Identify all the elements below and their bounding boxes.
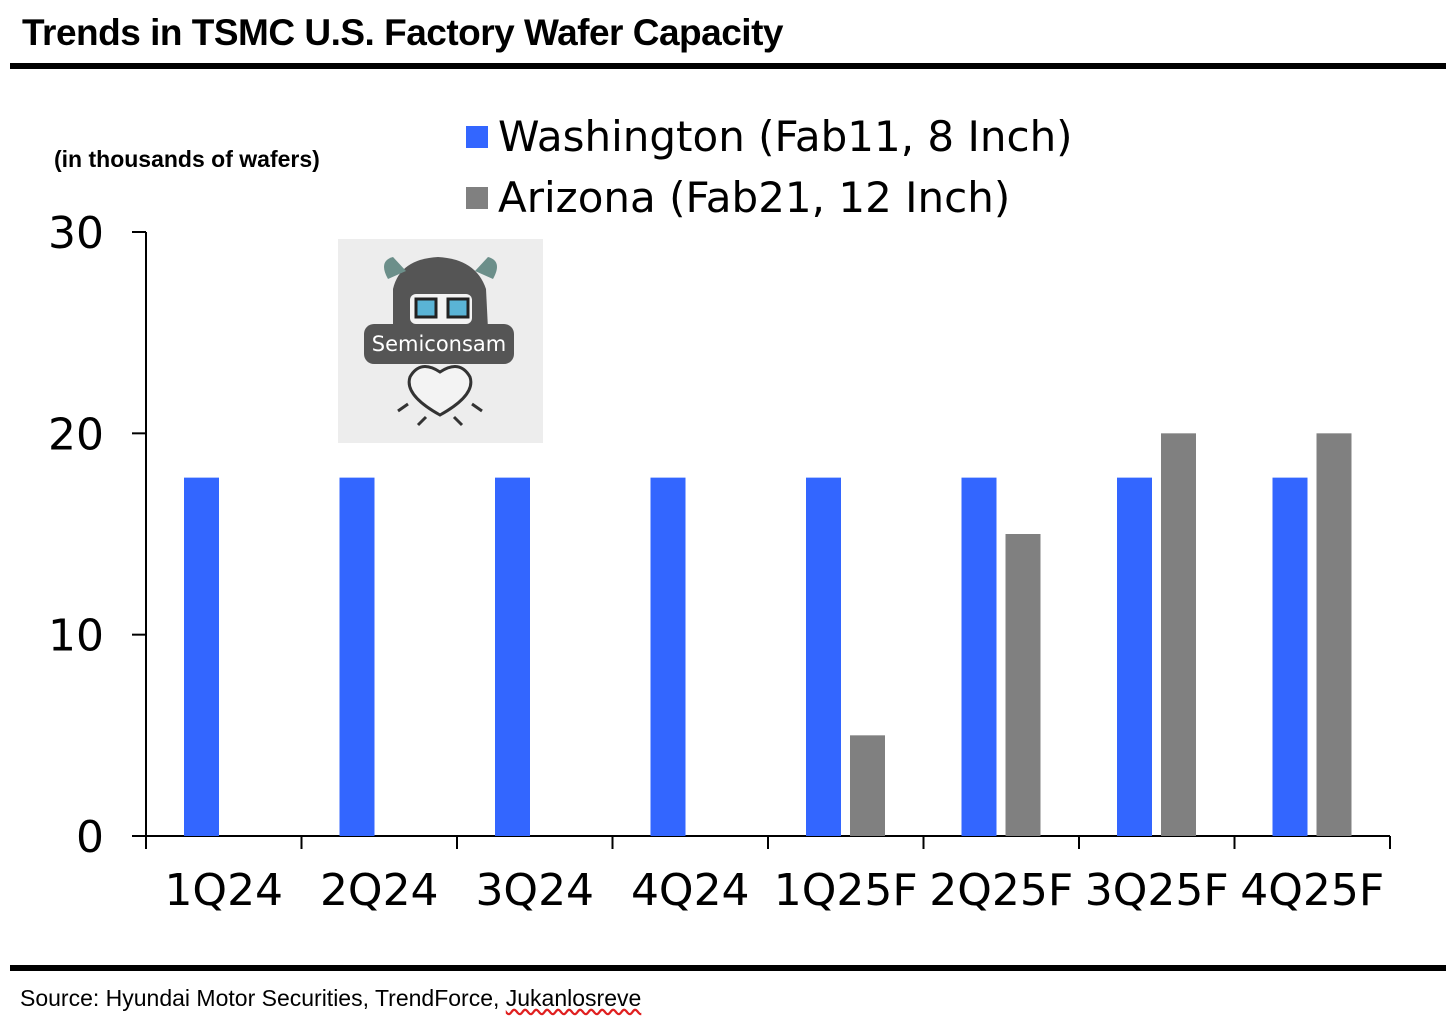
- y-tick-label: 20: [48, 409, 104, 460]
- x-tick-label: 2Q24: [320, 865, 439, 916]
- x-tick-label: 1Q24: [164, 865, 283, 916]
- legend-item-arizona: Arizona (Fab21, 12 Inch): [466, 167, 1073, 228]
- top-rule: [10, 63, 1446, 69]
- source-note: Source: Hyundai Motor Securities, TrendF…: [20, 985, 641, 1012]
- bar-arizona: [1316, 433, 1352, 836]
- bar-washington: [184, 477, 219, 836]
- bar-washington: [650, 477, 686, 836]
- legend-item-washington: Washington (Fab11, 8 Inch): [466, 106, 1073, 167]
- y-tick-label: 0: [76, 812, 104, 863]
- mascot-icon: [384, 257, 497, 427]
- bar-washington: [806, 477, 841, 836]
- source-text: Source: Hyundai Motor Securities, TrendF…: [20, 985, 506, 1011]
- bar-washington: [495, 477, 530, 836]
- watermark: Semiconsam: [338, 239, 543, 443]
- x-tick-label: 3Q25F: [1085, 865, 1229, 916]
- chart-title: Trends in TSMC U.S. Factory Wafer Capaci…: [22, 12, 783, 53]
- x-tick-label: 2Q25F: [929, 865, 1073, 916]
- legend-label-arizona: Arizona (Fab21, 12 Inch): [498, 173, 1011, 222]
- x-tick-label: 4Q25F: [1240, 865, 1384, 916]
- legend-swatch-washington: [466, 125, 488, 148]
- bar-washington: [339, 477, 375, 836]
- source-link[interactable]: Jukanlosreve: [505, 985, 642, 1011]
- y-tick-label: 30: [48, 208, 104, 259]
- legend-swatch-arizona: [466, 186, 488, 209]
- bar-washington: [961, 477, 997, 836]
- bar-arizona: [1005, 534, 1041, 836]
- bottom-rule: [10, 965, 1446, 971]
- x-tick-label: 4Q24: [631, 865, 750, 916]
- legend: Washington (Fab11, 8 Inch) Arizona (Fab2…: [466, 106, 1073, 228]
- bar-arizona: [1161, 433, 1196, 836]
- units-label: (in thousands of wafers): [54, 146, 320, 172]
- bar-washington: [1117, 477, 1152, 836]
- bar-arizona: [850, 735, 885, 836]
- y-tick-label: 10: [48, 611, 104, 662]
- x-tick-label: 3Q24: [475, 865, 594, 916]
- watermark-text: Semiconsam: [364, 324, 514, 364]
- x-tick-label: 1Q25F: [774, 865, 918, 916]
- legend-label-washington: Washington (Fab11, 8 Inch): [498, 112, 1073, 161]
- bar-washington: [1272, 477, 1308, 836]
